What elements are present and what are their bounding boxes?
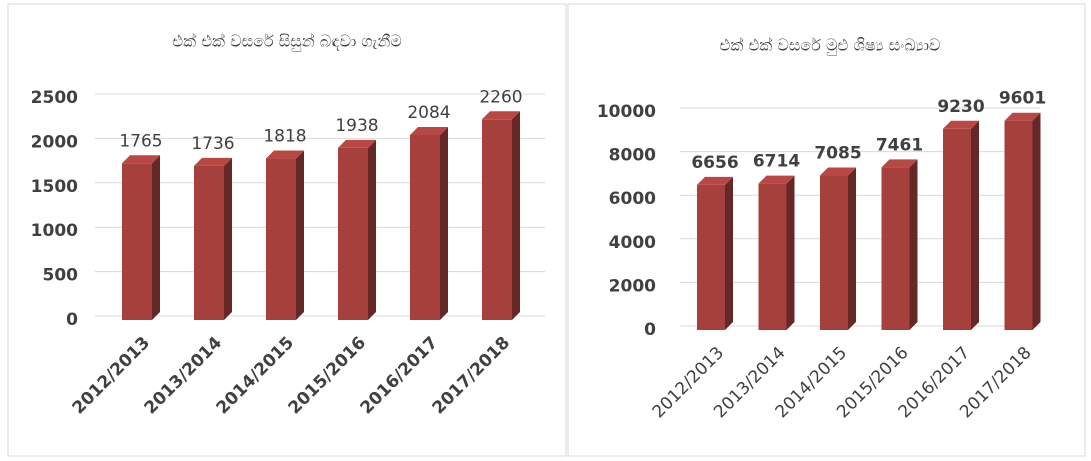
- data-label: 2084: [407, 103, 450, 123]
- bar-side: [725, 176, 733, 330]
- data-label: 9601: [999, 89, 1046, 109]
- y-tick-label: 2000: [609, 276, 656, 296]
- y-tick-label: 0: [644, 320, 656, 340]
- bar: [697, 184, 725, 330]
- bar-side: [786, 175, 795, 330]
- bar-top: [758, 175, 795, 184]
- y-tick-label: 6000: [609, 189, 656, 209]
- bar-top: [820, 167, 856, 176]
- data-label: 7085: [814, 144, 861, 164]
- bar-side: [440, 126, 448, 321]
- bar-side: [848, 167, 856, 330]
- bar-side: [368, 139, 376, 320]
- data-label: 9230: [937, 97, 984, 117]
- bar: [122, 163, 152, 320]
- bar-side: [296, 150, 304, 320]
- chart-title: එක් එක් වසරේ මුළු ශිෂ්‍ය සංඛ්‍යාව: [720, 36, 941, 56]
- data-label: 6656: [691, 153, 738, 173]
- bar-side: [512, 111, 520, 320]
- data-label: 1818: [263, 127, 306, 147]
- y-tick-label: 0: [66, 310, 78, 330]
- bar-top: [881, 159, 918, 168]
- y-tick-label: 4000: [609, 233, 656, 253]
- bar-side: [971, 120, 979, 330]
- bar: [410, 134, 440, 320]
- bar: [943, 128, 971, 330]
- bar: [820, 175, 848, 330]
- bar-top: [697, 176, 733, 185]
- bar-side: [152, 155, 160, 320]
- data-label: 6714: [753, 152, 800, 172]
- bar-top: [266, 150, 304, 159]
- data-label: 2260: [479, 87, 522, 107]
- bar: [266, 158, 296, 320]
- y-tick-label: 2500: [31, 88, 78, 108]
- y-tick-label: 10000: [597, 102, 656, 122]
- bar-top: [1004, 112, 1041, 121]
- y-tick-label: 1500: [31, 177, 78, 197]
- data-label: 7461: [876, 135, 923, 155]
- bar-top: [338, 139, 376, 148]
- bar-top: [943, 120, 979, 129]
- chart-title: එක් එක් වසරේ සිසුන් බඳවා ගැනීම: [172, 32, 401, 52]
- y-tick-label: 8000: [609, 146, 656, 166]
- data-label: 1736: [191, 134, 234, 154]
- bar: [338, 147, 368, 320]
- y-tick-label: 1000: [31, 221, 78, 241]
- bar-top: [194, 157, 232, 166]
- bar-top: [410, 126, 448, 135]
- bar-top: [482, 111, 520, 120]
- bar-side: [1032, 112, 1041, 330]
- y-tick-label: 2000: [31, 132, 78, 152]
- bar: [482, 119, 512, 320]
- data-label: 1938: [335, 116, 378, 136]
- bar-top: [122, 155, 160, 164]
- bar: [194, 165, 224, 320]
- bar: [1004, 120, 1033, 330]
- y-tick-label: 500: [43, 266, 79, 286]
- data-label: 1765: [119, 131, 162, 151]
- bar-side: [224, 157, 232, 320]
- bar: [881, 167, 910, 330]
- bar: [758, 183, 787, 330]
- bar-side: [909, 159, 918, 330]
- chart: එක් එක් වසරේ සිසුන් බඳවා ගැනීම 0 500 1000 15…: [31, 32, 545, 418]
